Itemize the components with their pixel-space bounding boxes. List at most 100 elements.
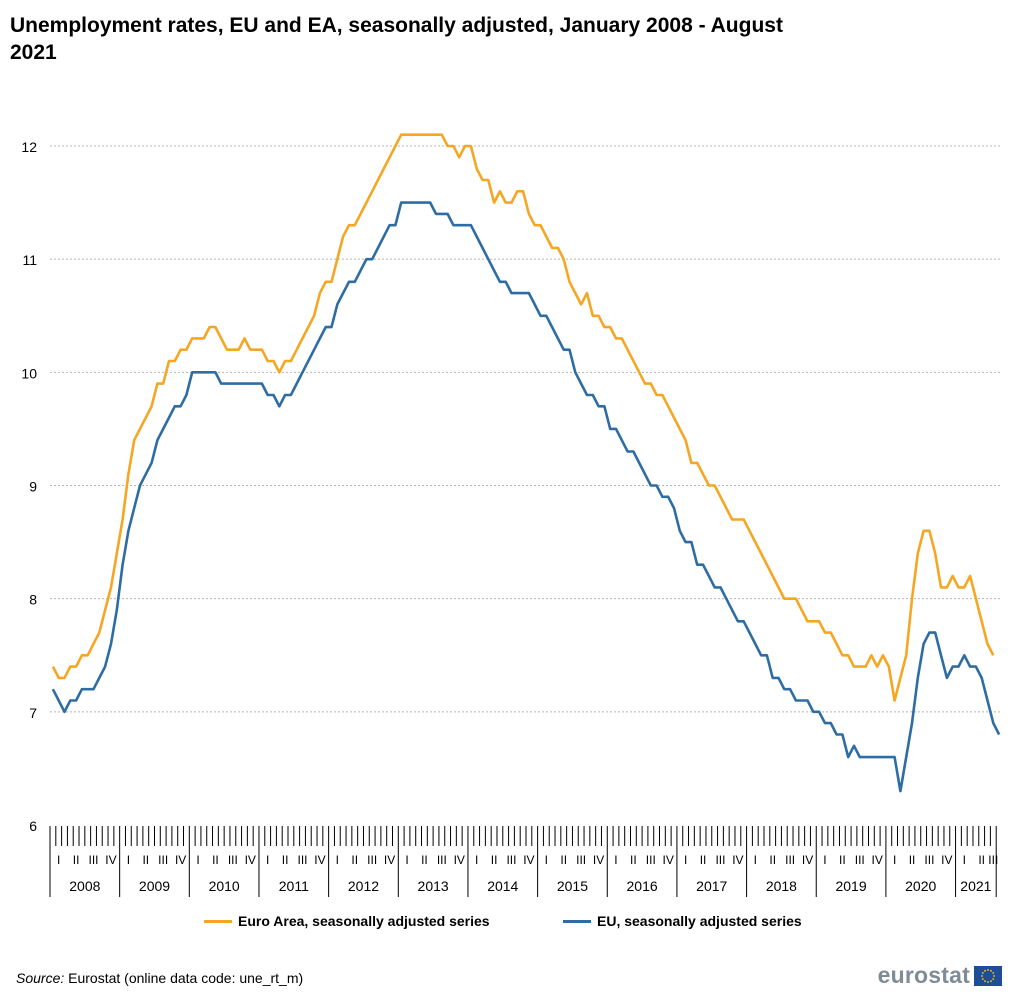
y-tick-label: 8 (29, 592, 37, 608)
quarter-label: I (893, 853, 896, 867)
y-tick-label: 12 (21, 139, 37, 155)
quarter-label: III (855, 853, 865, 867)
quarter-label: II (978, 853, 985, 867)
quarter-label: I (823, 853, 826, 867)
y-tick-label: 7 (29, 705, 37, 721)
y-tick-label: 9 (29, 479, 37, 495)
flag-star (990, 969, 992, 972)
flag-star (987, 968, 989, 971)
year-label: 2019 (835, 878, 866, 894)
series-line-eu (51, 201, 1001, 793)
quarter-label: IV (593, 853, 604, 867)
quarter-label: IV (663, 853, 674, 867)
legend-item-eu[interactable]: EU, seasonally adjusted series (563, 913, 802, 929)
x-axis: I II III IV I II III IV I II III IV I II III IV I II III IV… (49, 826, 998, 897)
flag-star (984, 969, 986, 972)
quarter-label: III (367, 853, 377, 867)
quarter-label: III (715, 853, 725, 867)
flag-star (987, 980, 989, 983)
chart-title: Unemployment rates, EU and EA, seasonall… (10, 14, 783, 64)
quarter-label: II (142, 853, 149, 867)
quarter-label: III (646, 853, 656, 867)
quarter-label: III (228, 853, 238, 867)
y-axis: 6 7 8 9 10 11 12 (21, 139, 37, 834)
year-label: 2010 (209, 878, 240, 894)
quarter-label: IV (523, 853, 534, 867)
quarter-label: II (769, 853, 776, 867)
quarter-label: I (196, 853, 199, 867)
quarter-label: III (924, 853, 934, 867)
legend-swatch-eu (563, 919, 591, 923)
quarter-label: IV (941, 853, 952, 867)
year-label: 2008 (69, 878, 100, 894)
quarter-label: I (266, 853, 269, 867)
quarter-label: II (700, 853, 707, 867)
quarter-label: II (560, 853, 567, 867)
quarter-label: IV (872, 853, 883, 867)
eurostat-logo: eurostat (878, 962, 1002, 989)
quarter-label: III (988, 853, 998, 867)
source-text: Eurostat (online data code: une_rt_m) (64, 970, 304, 986)
legend-swatch-euro-area (204, 919, 232, 923)
quarter-label: IV (245, 853, 256, 867)
quarter-label: III (437, 853, 447, 867)
quarter-label: IV (105, 853, 116, 867)
flag-star (984, 979, 986, 982)
year-label: 2018 (766, 878, 797, 894)
series-line-euro-area (51, 133, 995, 702)
flag-star (981, 977, 984, 980)
legend-item-euro-area[interactable]: Euro Area, seasonally adjusted series (204, 913, 490, 929)
quarter-label: III (89, 853, 99, 867)
year-label: 2020 (905, 878, 936, 894)
year-label: 2021 (960, 878, 991, 894)
quarter-label: I (475, 853, 478, 867)
y-tick-label: 6 (29, 818, 37, 834)
flag-star (992, 971, 995, 974)
legend: Euro Area, seasonally adjusted series EU… (0, 913, 1024, 935)
quarter-label: I (684, 853, 687, 867)
quarter-label: I (127, 853, 130, 867)
flag-star (990, 979, 992, 982)
quarter-label: II (909, 853, 916, 867)
source-note: Source: Eurostat (online data code: une_… (16, 970, 303, 986)
quarter-label: II (839, 853, 846, 867)
year-label: 2014 (487, 878, 518, 894)
year-label: 2011 (279, 878, 309, 894)
series-lines (51, 133, 1001, 793)
quarter-label: IV (175, 853, 186, 867)
quarter-label: IV (454, 853, 465, 867)
flag-star (992, 977, 995, 980)
quarter-label: III (506, 853, 516, 867)
quarter-label: IV (314, 853, 325, 867)
quarter-label: I (405, 853, 408, 867)
year-label: 2016 (627, 878, 658, 894)
year-label: 2013 (418, 878, 449, 894)
quarter-label: I (963, 853, 966, 867)
quarter-label: I (754, 853, 757, 867)
year-label: 2015 (557, 878, 588, 894)
quarter-label: II (421, 853, 428, 867)
quarter-label: I (57, 853, 60, 867)
y-tick-label: 10 (21, 365, 37, 381)
quarter-label: IV (384, 853, 395, 867)
quarter-label: II (282, 853, 289, 867)
flag-star (981, 971, 984, 974)
legend-label-eu: EU, seasonally adjusted series (597, 913, 802, 929)
quarter-label: I (614, 853, 617, 867)
flag-star (993, 974, 995, 977)
year-label: 2017 (696, 878, 727, 894)
eu-flag-icon (974, 965, 1002, 986)
y-tick-label: 11 (22, 252, 37, 268)
quarter-label: III (785, 853, 795, 867)
quarter-label: IV (732, 853, 743, 867)
quarter-label: II (351, 853, 358, 867)
quarter-label: III (298, 853, 308, 867)
quarter-label: I (545, 853, 548, 867)
flag-star (981, 974, 983, 977)
year-label: 2009 (139, 878, 170, 894)
logo-text: eurostat (877, 962, 970, 988)
legend-label-euro-area: Euro Area, seasonally adjusted series (238, 913, 490, 929)
source-label: Source: (16, 970, 65, 986)
quarter-label: II (630, 853, 637, 867)
